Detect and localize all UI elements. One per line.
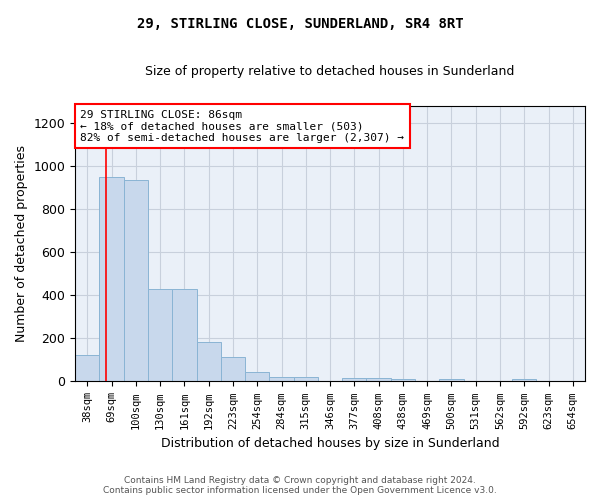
- Text: 29 STIRLING CLOSE: 86sqm
← 18% of detached houses are smaller (503)
82% of semi-: 29 STIRLING CLOSE: 86sqm ← 18% of detach…: [80, 110, 404, 143]
- Bar: [100, 176, 124, 382]
- Text: Contains HM Land Registry data © Crown copyright and database right 2024.
Contai: Contains HM Land Registry data © Crown c…: [103, 476, 497, 495]
- Bar: [342, 378, 367, 382]
- Text: 29, STIRLING CLOSE, SUNDERLAND, SR4 8RT: 29, STIRLING CLOSE, SUNDERLAND, SR4 8RT: [137, 18, 463, 32]
- Bar: [221, 356, 245, 382]
- Bar: [512, 380, 536, 382]
- Title: Size of property relative to detached houses in Sunderland: Size of property relative to detached ho…: [145, 65, 515, 78]
- Bar: [172, 289, 197, 382]
- Bar: [197, 342, 221, 382]
- Bar: [367, 378, 391, 382]
- X-axis label: Distribution of detached houses by size in Sunderland: Distribution of detached houses by size …: [161, 437, 499, 450]
- Bar: [75, 354, 100, 382]
- Bar: [391, 380, 415, 382]
- Bar: [148, 289, 172, 382]
- Y-axis label: Number of detached properties: Number of detached properties: [15, 145, 28, 342]
- Bar: [439, 380, 464, 382]
- Bar: [245, 372, 269, 382]
- Bar: [269, 376, 293, 382]
- Bar: [293, 376, 318, 382]
- Bar: [124, 180, 148, 382]
